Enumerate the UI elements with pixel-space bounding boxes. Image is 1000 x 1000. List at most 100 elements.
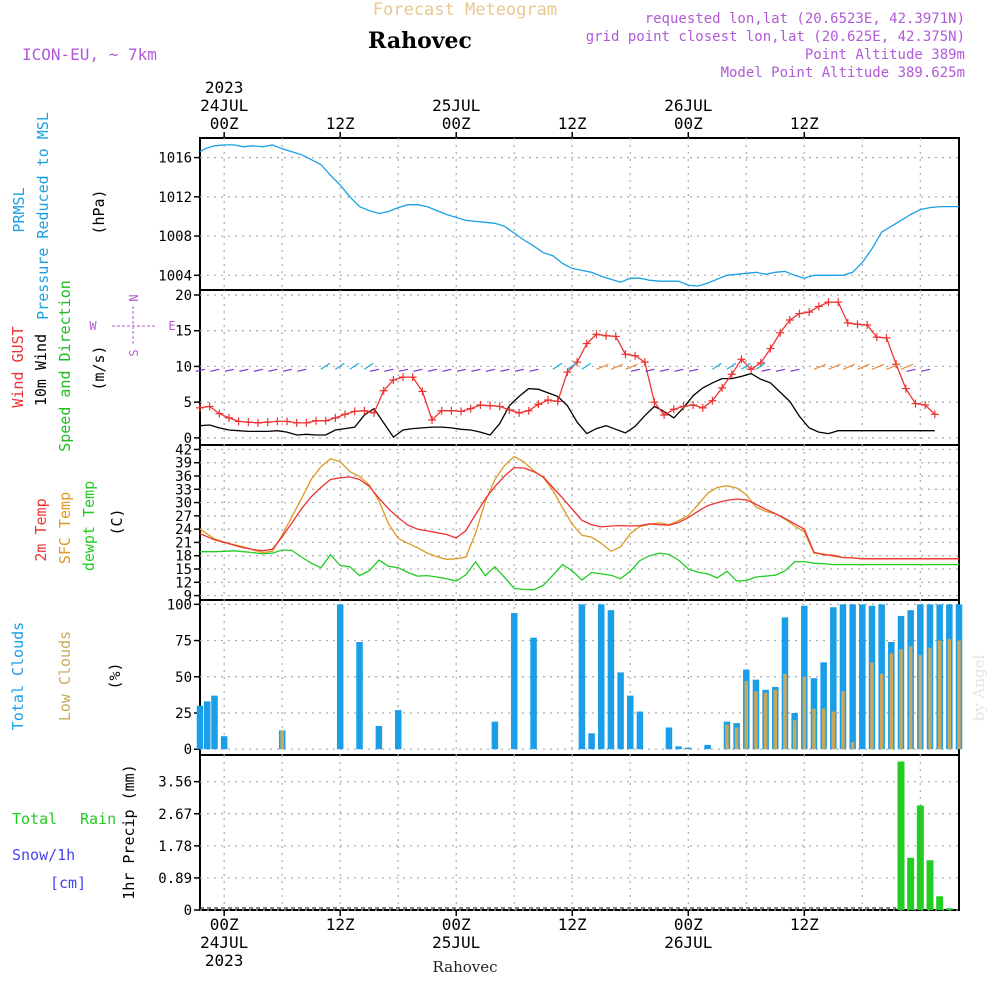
gust-marker	[205, 402, 214, 411]
gust-marker	[466, 404, 475, 413]
wind-direction-arrow	[741, 362, 751, 370]
y-tick-label: 1012	[158, 190, 192, 206]
low-cloud-bar	[763, 692, 768, 750]
total-cloud-bar	[820, 662, 827, 750]
gust-marker	[331, 413, 340, 422]
gust-marker	[853, 320, 862, 329]
wind-direction-arrow	[871, 363, 885, 370]
gust-marker	[486, 401, 495, 410]
gust-marker	[930, 410, 939, 419]
wind-direction-arrow	[674, 368, 684, 372]
total-cloud-bar	[617, 672, 624, 750]
gust-marker	[399, 373, 408, 382]
model-altitude: Model Point Altitude 389.625m	[721, 65, 965, 81]
wind-direction-arrow	[761, 368, 771, 372]
wind-direction-arrow	[581, 362, 592, 370]
gust-marker	[727, 370, 736, 379]
y-tick-label: 0	[184, 742, 192, 758]
wind-direction-arrow	[253, 368, 263, 372]
x-tick-label-bottom: 12Z	[790, 915, 819, 934]
gust-marker	[292, 418, 301, 427]
watermark: by Angel	[970, 654, 988, 721]
gust-marker	[718, 383, 727, 392]
gust-marker	[495, 402, 504, 411]
wind-direction-arrow	[920, 368, 931, 372]
gust-marker	[321, 416, 330, 425]
total-cloud-bar	[196, 705, 204, 750]
gust-marker	[805, 308, 814, 317]
gust-marker	[283, 417, 292, 426]
y-tick-label: 25	[175, 706, 192, 722]
precip-panel	[199, 754, 960, 911]
wind-direction-arrow	[630, 368, 641, 372]
wind-direction-arrow	[625, 363, 638, 370]
total-cloud-bar	[839, 604, 847, 750]
wind-direction-arrow	[485, 368, 496, 372]
y-tick-label: 10	[175, 359, 192, 375]
gust-marker	[708, 396, 717, 405]
rain-bar	[907, 857, 915, 910]
temp2m-label: 2m Temp	[32, 498, 50, 561]
gust-marker	[660, 411, 669, 419]
wind-direction-arrow	[335, 362, 345, 370]
gust-marker	[360, 406, 369, 415]
wind-direction-arrow	[688, 368, 699, 372]
wind-10m-line	[199, 372, 935, 439]
gust-marker	[824, 298, 833, 307]
gust-marker	[863, 321, 872, 329]
wind-direction-arrow	[427, 368, 438, 372]
low-cloud-bar	[754, 691, 758, 750]
x-tick-label-top: 2023	[205, 78, 244, 97]
x-tick-label-bottom: 24JUL	[200, 933, 248, 952]
gust-marker	[273, 417, 282, 426]
y-tick-label: 42	[175, 442, 192, 458]
y-tick-label: 3.56	[158, 775, 192, 791]
location-title: Rahovec	[368, 28, 472, 54]
compass-s: S	[127, 349, 141, 356]
gust-marker	[747, 365, 756, 374]
y-tick-label: 9	[184, 589, 192, 605]
low-cloud-bar	[725, 724, 729, 750]
wind-direction-arrow	[268, 368, 278, 372]
low-cloud-bar	[879, 673, 884, 750]
precip-unit: 1hr Precip (mm)	[120, 764, 138, 899]
total-cloud-bar	[211, 695, 218, 750]
wind-direction-arrow	[828, 363, 841, 370]
x-tick-label-top: 24JUL	[200, 96, 248, 115]
low-cloud-bar	[937, 640, 942, 750]
y-tick-label: 18	[175, 549, 192, 565]
gust-marker	[611, 332, 620, 341]
gust-marker	[254, 418, 263, 427]
wind-direction-arrow	[567, 362, 577, 370]
x-tick-label-bottom: 00Z	[674, 915, 703, 934]
x-tick-label-bottom: 00Z	[442, 915, 471, 934]
wind-direction-arrow	[906, 368, 916, 372]
temp-unit: (C)	[108, 508, 126, 535]
gust-marker	[244, 418, 253, 427]
y-tick-label: 50	[175, 670, 192, 686]
gust-marker	[814, 302, 823, 311]
gust-marker	[447, 406, 456, 415]
low-cloud-bar	[899, 649, 903, 750]
gust-marker	[843, 318, 852, 327]
wind-direction-arrow	[413, 368, 423, 372]
precip-rain-label: Rain	[80, 810, 116, 828]
y-tick-label: 39	[175, 456, 192, 472]
wind-direction-arrow	[712, 362, 722, 370]
prmsl-label: PRMSL	[10, 187, 28, 232]
gust-marker	[911, 399, 920, 408]
gust-marker	[669, 405, 678, 414]
total-cloud-bar	[685, 747, 692, 750]
gust-marker	[312, 416, 321, 425]
wind-direction-arrow	[755, 362, 766, 370]
low-cloud-bar	[889, 653, 894, 750]
wind-direction-arrow	[857, 363, 870, 370]
sfc-temp-line	[199, 455, 959, 560]
gust-marker	[737, 355, 746, 364]
y-tick-label: 12	[175, 575, 192, 591]
low-cloud-bar	[821, 708, 826, 750]
pressure-unit: (hPa)	[90, 189, 108, 234]
temp2m-line	[199, 466, 959, 560]
wind-direction-arrow	[900, 363, 914, 370]
precip-total-label: Total	[12, 810, 57, 828]
